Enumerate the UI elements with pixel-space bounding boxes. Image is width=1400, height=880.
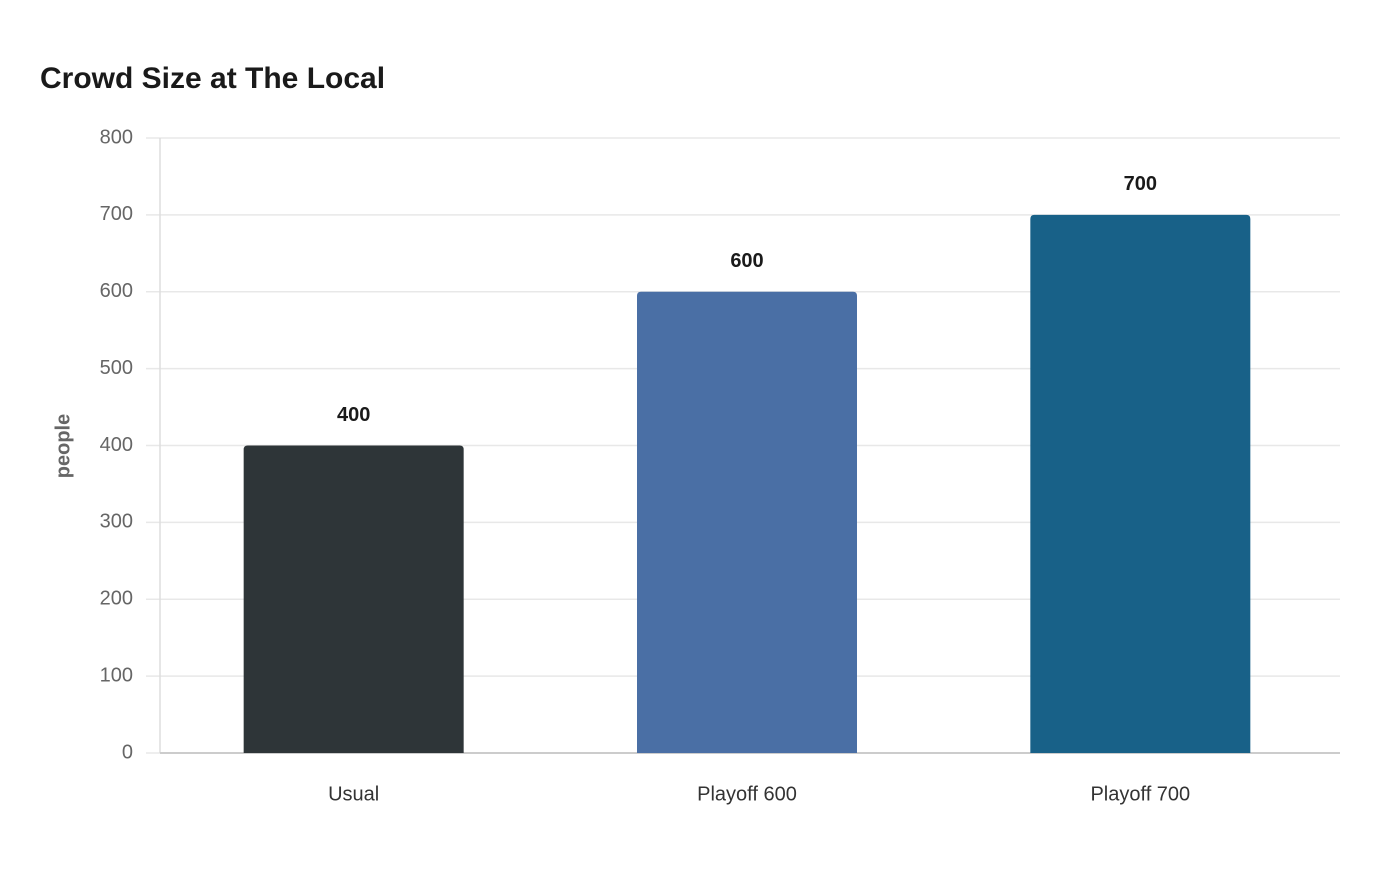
y-tick-label: 800	[100, 126, 133, 148]
x-tick-label: Playoff 700	[1090, 783, 1190, 805]
bar	[243, 445, 464, 753]
data-label: 700	[1124, 173, 1157, 195]
y-tick-label: 300	[100, 511, 133, 533]
y-tick-label: 500	[100, 357, 133, 379]
x-tick-label: Playoff 600	[697, 783, 797, 805]
y-tick-label: 700	[100, 203, 133, 225]
x-tick-label: Usual	[328, 783, 379, 805]
bar	[1030, 214, 1251, 753]
y-tick-label: 0	[122, 741, 133, 763]
data-label: 600	[730, 250, 763, 272]
data-label: 400	[337, 404, 370, 426]
y-axis-label: people	[52, 414, 74, 478]
bar	[637, 291, 857, 753]
chart-title: Crowd Size at The Local	[40, 62, 385, 95]
y-tick-label: 600	[100, 280, 133, 302]
y-tick-label: 200	[100, 588, 133, 610]
y-tick-label: 100	[100, 664, 133, 686]
y-tick-label: 400	[100, 434, 133, 456]
